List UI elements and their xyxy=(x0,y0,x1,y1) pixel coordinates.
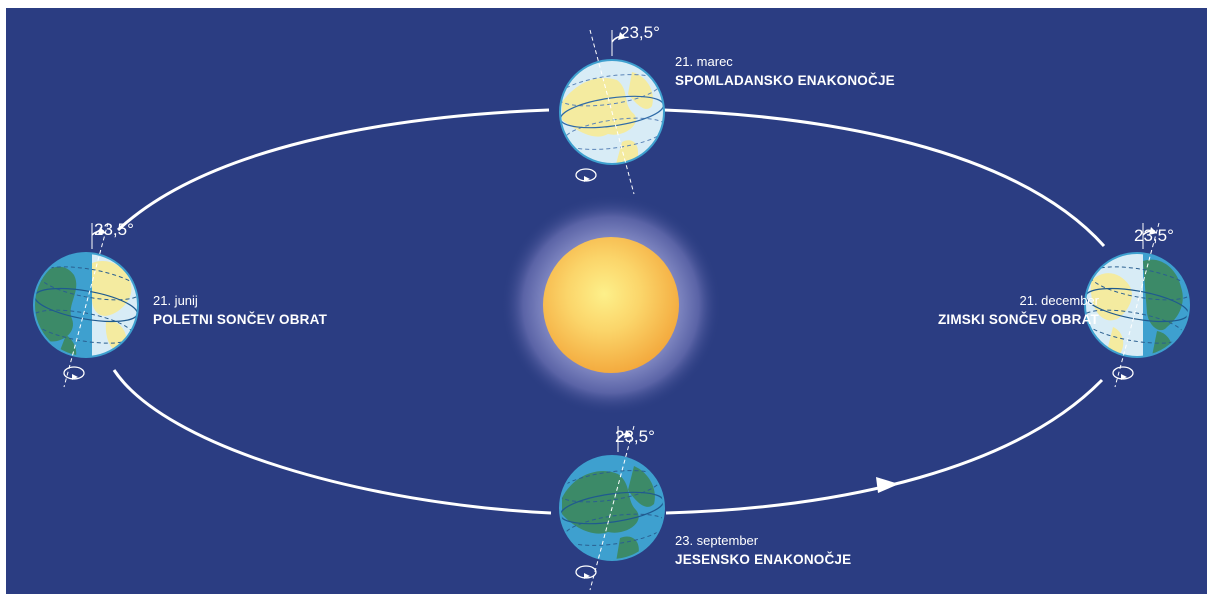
season-spring: SPOMLADANSKO ENAKONOČJE xyxy=(675,73,895,88)
date-autumn: 23. september xyxy=(675,533,759,548)
season-winter: ZIMSKI SONČEV OBRAT xyxy=(938,312,1100,327)
date-winter: 21. december xyxy=(1020,293,1100,308)
angle-label-autumn: 23,5° xyxy=(615,427,655,446)
orbit-segment-bottom-right xyxy=(665,378,1104,515)
earth-spring xyxy=(559,29,665,195)
sun-disk xyxy=(543,237,679,373)
orbit-segment-top-left xyxy=(116,108,550,232)
orbit-canvas: 23,5° 21. marec SPOMLADANSKO ENAKONOČJE … xyxy=(33,23,1190,591)
arrow-head-icon xyxy=(876,477,899,493)
angle-label-summer: 23,5° xyxy=(94,220,134,239)
orbit-segment-bottom-left xyxy=(112,369,552,515)
angle-label-winter: 23,5° xyxy=(1134,226,1174,245)
season-autumn: JESENSKO ENAKONOČJE xyxy=(675,552,851,567)
orbit-path xyxy=(112,108,1106,515)
date-summer: 21. junij xyxy=(153,293,198,308)
orbit-segment-top-right xyxy=(663,108,1106,248)
earth-orbit-diagram: 23,5° 21. marec SPOMLADANSKO ENAKONOČJE … xyxy=(6,8,1207,594)
angle-label-spring: 23,5° xyxy=(620,23,660,42)
season-summer: POLETNI SONČEV OBRAT xyxy=(153,312,328,327)
sun-icon xyxy=(501,195,721,415)
earth-autumn xyxy=(559,425,665,591)
date-spring: 21. marec xyxy=(675,54,733,69)
earth-summer xyxy=(33,222,139,388)
